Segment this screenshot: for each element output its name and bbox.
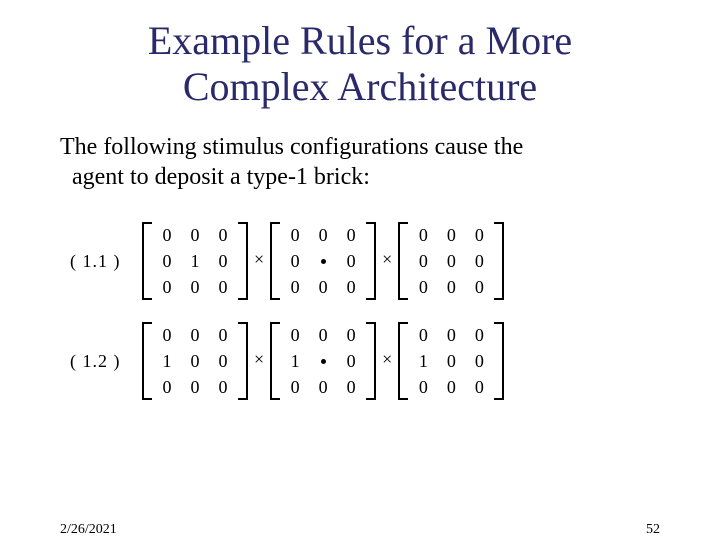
matrix-cell: 0 [337, 248, 365, 274]
matrix-cell: 0 [437, 248, 465, 274]
matrix-cell: 0 [209, 374, 237, 400]
matrix: 00000000 [270, 222, 376, 300]
matrix-cell: 1 [181, 248, 209, 274]
times-operator: × [382, 249, 392, 270]
matrix-cell: 0 [209, 222, 237, 248]
matrix-cell: 0 [181, 374, 209, 400]
matrix-cells: 00000000 [281, 222, 365, 300]
matrix-cell: 0 [181, 322, 209, 348]
footer-date: 2/26/2021 [60, 522, 117, 538]
matrix-cell: 0 [409, 222, 437, 248]
matrix-cell: 0 [209, 248, 237, 274]
left-bracket-icon [142, 222, 153, 300]
left-bracket-icon [270, 222, 281, 300]
title-line-1: Example Rules for a More [148, 18, 572, 63]
right-bracket-icon [365, 222, 376, 300]
matrix-cell: 0 [465, 274, 493, 300]
right-bracket-icon [493, 322, 504, 400]
title-line-2: Complex Architecture [183, 64, 537, 109]
matrix-row: ( 1.2 ) 000100000 × 00010000 × 000100000 [70, 322, 720, 400]
matrix-cell: 0 [465, 322, 493, 348]
matrix-cell: 1 [281, 348, 309, 374]
matrix-cells: 000000000 [409, 222, 493, 300]
matrix-cell: 0 [437, 322, 465, 348]
left-bracket-icon [398, 322, 409, 400]
left-bracket-icon [142, 322, 153, 400]
dot-icon [321, 359, 326, 364]
matrix-cell [309, 248, 337, 274]
matrix-cell: 0 [337, 222, 365, 248]
matrix-cell: 0 [337, 322, 365, 348]
matrix-cell: 0 [437, 374, 465, 400]
matrix-cell: 0 [337, 348, 365, 374]
matrix-cell: 0 [309, 374, 337, 400]
times-operator: × [254, 249, 264, 270]
matrix-cells: 000100000 [153, 322, 237, 400]
matrix-cell: 0 [409, 248, 437, 274]
matrix-cell: 0 [437, 222, 465, 248]
matrix: 000000000 [398, 222, 504, 300]
matrix-cell: 0 [309, 274, 337, 300]
rule-label: ( 1.1 ) [70, 251, 140, 272]
matrix-cell: 0 [281, 274, 309, 300]
matrix: 000010000 [142, 222, 248, 300]
matrix-row: ( 1.1 ) 000010000 × 00000000 × 000000000 [70, 222, 720, 300]
matrix-cell: 0 [153, 322, 181, 348]
matrix-cell: 0 [409, 322, 437, 348]
matrix-cell: 1 [153, 348, 181, 374]
matrix-cell: 0 [209, 322, 237, 348]
matrix-cell: 0 [309, 322, 337, 348]
matrix-cell: 0 [337, 274, 365, 300]
matrix-cells: 000100000 [409, 322, 493, 400]
right-bracket-icon [237, 322, 248, 400]
matrix-cell: 0 [465, 248, 493, 274]
right-bracket-icon [365, 322, 376, 400]
rule-label: ( 1.2 ) [70, 351, 140, 372]
body-line-2: agent to deposit a type-1 brick: [72, 164, 370, 190]
right-bracket-icon [493, 222, 504, 300]
footer-page: 52 [646, 522, 660, 538]
right-bracket-icon [237, 222, 248, 300]
matrix-cell: 0 [153, 248, 181, 274]
body-line-1: The following stimulus configurations ca… [60, 134, 523, 160]
matrix-cell: 0 [437, 348, 465, 374]
slide: Example Rules for a More Complex Archite… [0, 18, 720, 540]
times-operator: × [254, 349, 264, 370]
slide-title: Example Rules for a More Complex Archite… [0, 18, 720, 110]
matrix-cell: 0 [465, 348, 493, 374]
matrix-cell: 0 [465, 374, 493, 400]
matrix-cell: 0 [281, 222, 309, 248]
matrix-cell: 0 [153, 274, 181, 300]
matrix-cell: 0 [465, 222, 493, 248]
matrix-cell: 0 [153, 222, 181, 248]
body-text: The following stimulus configurations ca… [60, 132, 670, 192]
matrix-cell: 0 [437, 274, 465, 300]
matrix-cell: 0 [281, 248, 309, 274]
matrix-cells: 000010000 [153, 222, 237, 300]
matrix-cell: 0 [309, 222, 337, 248]
matrix: 000100000 [142, 322, 248, 400]
matrix-cell: 0 [409, 374, 437, 400]
matrix-cell: 0 [153, 374, 181, 400]
dot-icon [321, 259, 326, 264]
left-bracket-icon [270, 322, 281, 400]
matrix: 00010000 [270, 322, 376, 400]
matrix-cell: 0 [337, 374, 365, 400]
matrix: 000100000 [398, 322, 504, 400]
left-bracket-icon [398, 222, 409, 300]
matrix-cell: 0 [281, 374, 309, 400]
footer: 2/26/2021 52 [60, 522, 660, 538]
matrix-cells: 00010000 [281, 322, 365, 400]
times-operator: × [382, 349, 392, 370]
matrix-cell: 0 [281, 322, 309, 348]
matrix-cell [309, 348, 337, 374]
matrix-cell: 0 [181, 274, 209, 300]
matrix-cell: 0 [409, 274, 437, 300]
matrix-area: ( 1.1 ) 000010000 × 00000000 × 000000000… [70, 222, 720, 400]
matrix-cell: 1 [409, 348, 437, 374]
matrix-cell: 0 [209, 274, 237, 300]
matrix-cell: 0 [181, 222, 209, 248]
matrix-cell: 0 [209, 348, 237, 374]
matrix-cell: 0 [181, 348, 209, 374]
